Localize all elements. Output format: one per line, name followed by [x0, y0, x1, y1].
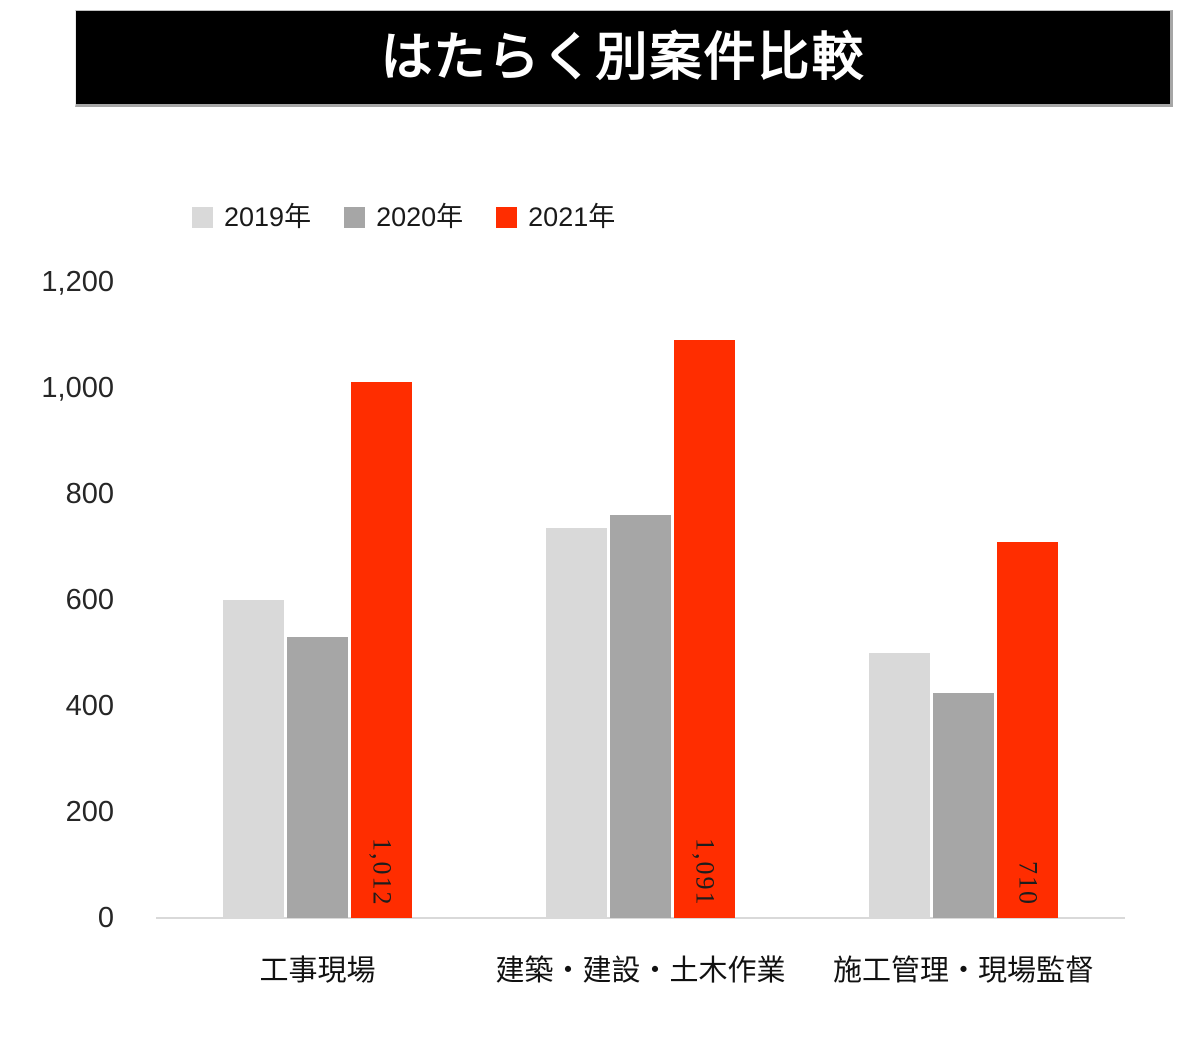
y-tick-label: 800: [65, 478, 114, 510]
y-tick-label: 1,000: [41, 372, 114, 404]
legend-item-2019: 2019年: [192, 204, 311, 231]
bar-series0-cat1: [546, 528, 607, 918]
bar-series2-cat0: [351, 382, 412, 918]
x-category-label: 施工管理・現場監督: [832, 955, 1095, 987]
bar-series2-cat2: [997, 542, 1058, 918]
x-axis-line: [156, 917, 1125, 919]
bar-series1-cat1: [610, 515, 671, 918]
legend-label: 2021年: [528, 202, 616, 232]
legend-swatch-icon: [344, 207, 366, 228]
y-tick-label: 600: [65, 584, 114, 616]
bar-value-label: 710: [1013, 861, 1043, 906]
y-tick-label: 400: [65, 690, 114, 722]
bar-series1-cat2: [933, 693, 994, 918]
legend-swatch-icon: [496, 207, 518, 228]
bar-series0-cat2: [869, 653, 930, 918]
x-category-label: 工事現場: [259, 955, 376, 987]
bar-series1-cat0: [287, 637, 348, 918]
y-tick-label: 0: [97, 902, 114, 934]
y-tick-label: 1,200: [41, 266, 114, 298]
legend-item-2021: 2021年: [496, 204, 615, 231]
legend-label: 2019年: [224, 202, 312, 232]
bar-series0-cat0: [223, 600, 284, 918]
bar-value-label: 1,012: [367, 837, 397, 907]
x-category-label: 建築・建設・土木作業: [495, 955, 786, 987]
legend-swatch-icon: [192, 207, 213, 228]
legend-item-2020: 2020年: [344, 204, 463, 231]
bar-series2-cat1: [674, 340, 735, 918]
legend: 2019年 2020年 2021年: [192, 204, 615, 231]
chart-title-banner: はたらく別案件比較: [75, 10, 1173, 107]
chart-title: はたらく別案件比較: [380, 28, 866, 87]
y-tick-label: 200: [65, 796, 114, 828]
legend-label: 2020年: [376, 202, 464, 232]
bar-value-label: 1,091: [690, 837, 720, 907]
